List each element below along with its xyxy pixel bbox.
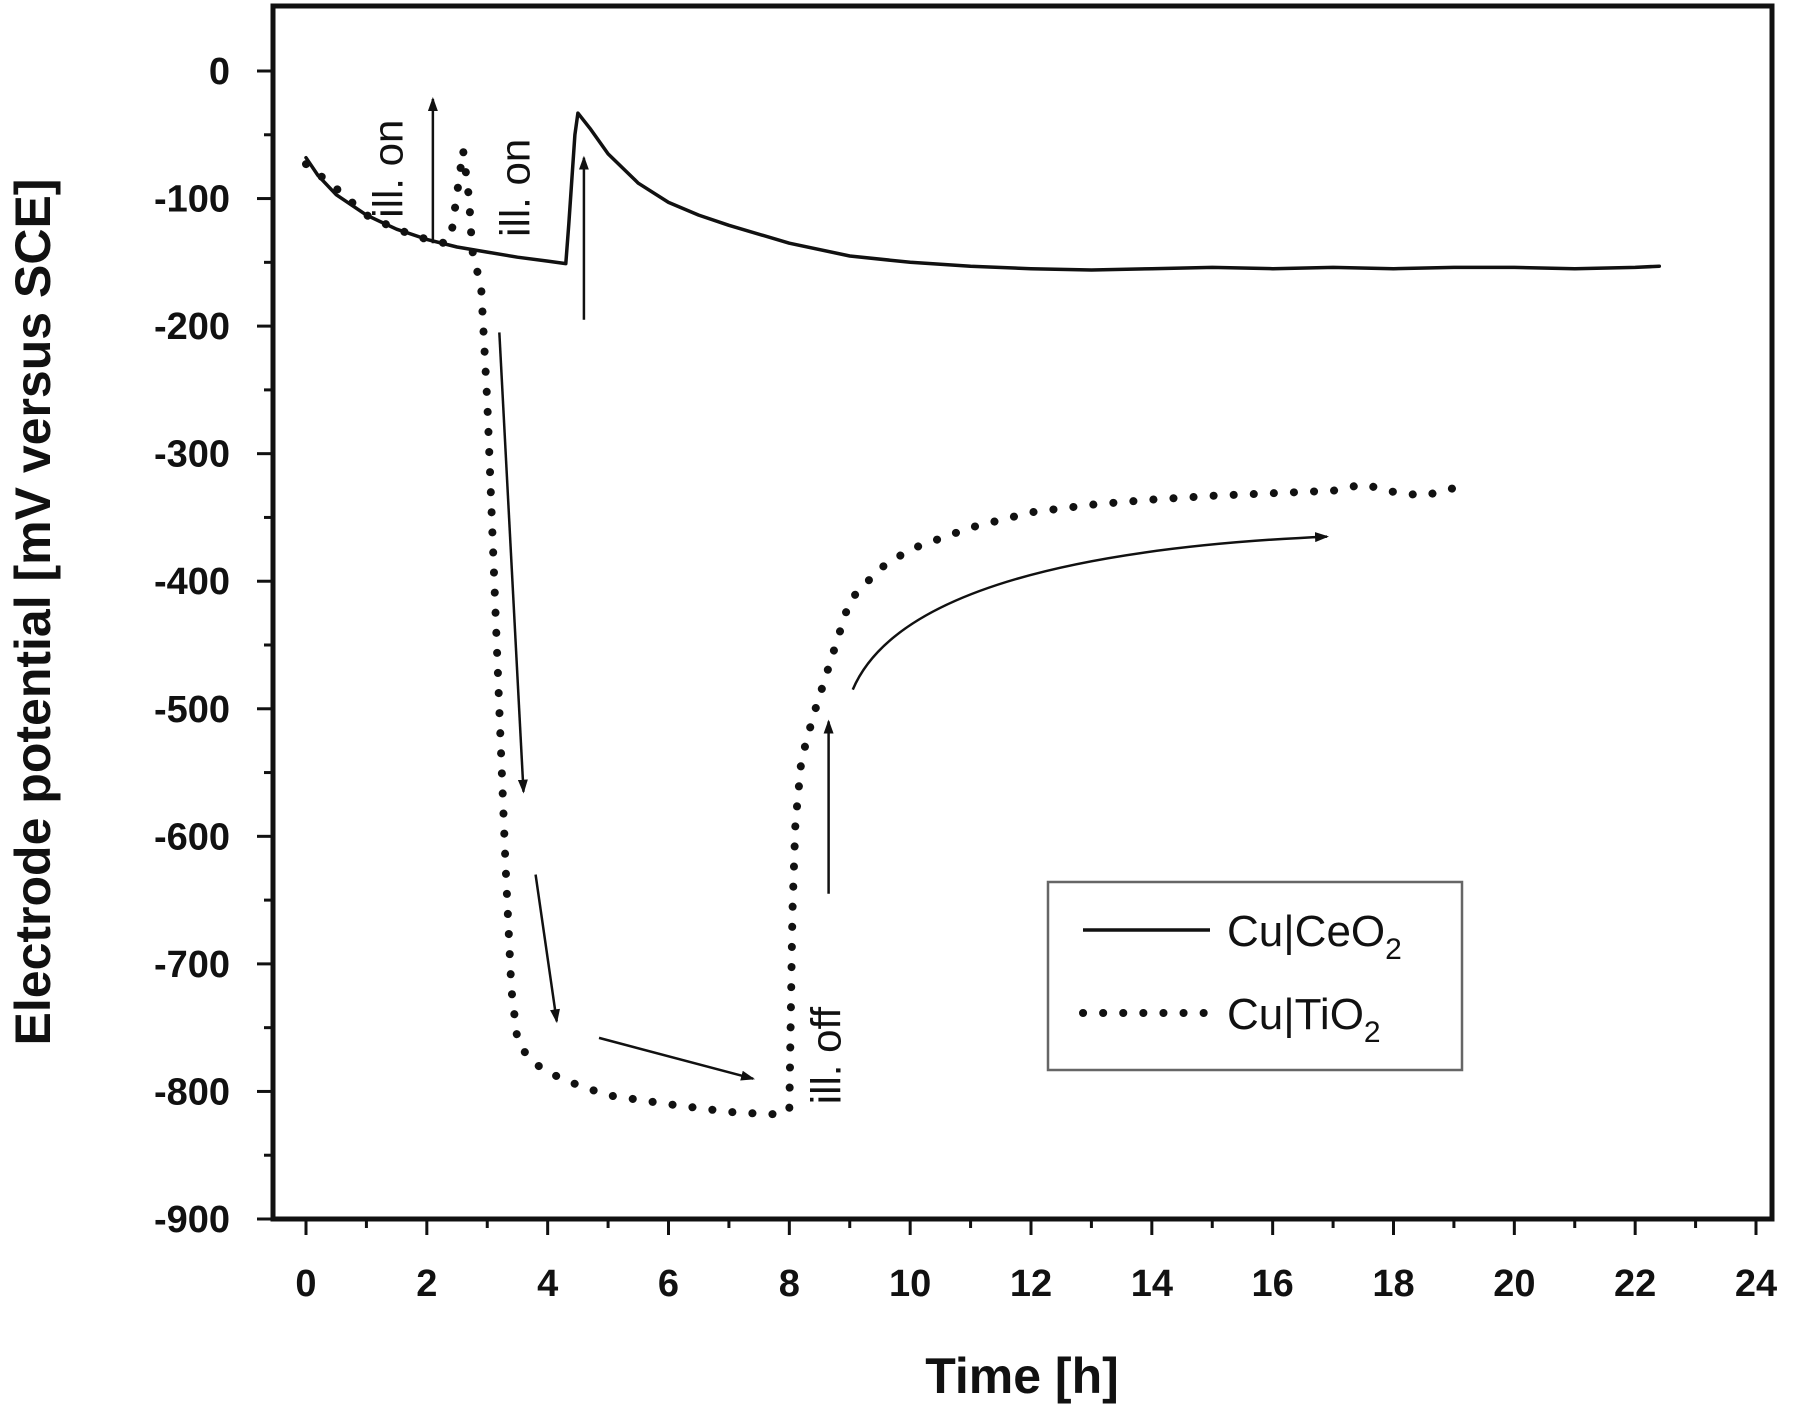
legend-label-subscript: 2: [1364, 1016, 1381, 1049]
annotation-label: ill. on: [365, 120, 412, 218]
y-tick-label: -700: [154, 944, 230, 986]
plot-area-frame: [270, 3, 1775, 1222]
legend-label-cu-tio2: Cu|TiO2: [1227, 990, 1381, 1049]
y-tick-label: -500: [154, 689, 230, 731]
x-tick-label: 4: [537, 1263, 558, 1305]
legend: Cu|CeO2 Cu|TiO2: [1046, 880, 1464, 1072]
x-tick-label: 2: [416, 1263, 437, 1305]
x-tick-label: 10: [889, 1263, 931, 1305]
annotation-arrow: [851, 532, 1330, 691]
annotation-label: ill. on: [492, 139, 539, 237]
axis-ticks: [257, 69, 1758, 1235]
y-tick-label: -200: [154, 306, 230, 348]
x-tick-label: 24: [1735, 1263, 1777, 1305]
legend-box: [1046, 880, 1464, 1072]
y-tick-label: -800: [154, 1071, 230, 1113]
annotation-arrow: [498, 332, 528, 794]
y-tick-label: -300: [154, 434, 230, 476]
x-axis-title: Time [h]: [925, 1348, 1119, 1404]
x-tick-label: 8: [779, 1263, 800, 1305]
annotation-arrow: [598, 1036, 756, 1081]
annotation-label: ill. off: [803, 1007, 850, 1105]
x-tick-label: 16: [1252, 1263, 1294, 1305]
x-tick-label: 22: [1614, 1263, 1656, 1305]
x-tick-labels: 0 2 4 6 8 10 12 14 16 18 20 22 24: [295, 1263, 1777, 1305]
legend-label-cu-ceo2: Cu|CeO2: [1227, 907, 1402, 966]
legend-label-subscript: 2: [1385, 933, 1402, 966]
data-series: [302, 111, 1662, 1119]
annotations: ill. on ill. on ill. off: [365, 120, 850, 1105]
x-tick-label: 14: [1131, 1263, 1173, 1305]
annotation-arrow: [534, 874, 560, 1024]
annotation-arrows: [427, 97, 1330, 1081]
y-tick-label: -100: [154, 179, 230, 221]
y-tick-label: -400: [154, 561, 230, 603]
x-tick-label: 20: [1493, 1263, 1535, 1305]
x-tick-label: 0: [295, 1263, 316, 1305]
y-tick-label: -600: [154, 816, 230, 858]
legend-label-main: Cu|CeO: [1227, 907, 1385, 956]
legend-label-main: Cu|TiO: [1227, 990, 1364, 1039]
y-tick-label: 0: [209, 51, 230, 93]
y-axis-title: Electrode potential [mV versus SCE]: [5, 179, 61, 1046]
y-tick-label: -900: [154, 1199, 230, 1241]
y-tick-labels: 0 -100 -200 -300 -400 -500 -600 -700 -800 -900: [154, 51, 230, 1241]
x-tick-label: 12: [1010, 1263, 1052, 1305]
x-tick-label: 6: [658, 1263, 679, 1305]
x-tick-label: 18: [1372, 1263, 1414, 1305]
series-line-cu-ceo2: [304, 111, 1662, 272]
